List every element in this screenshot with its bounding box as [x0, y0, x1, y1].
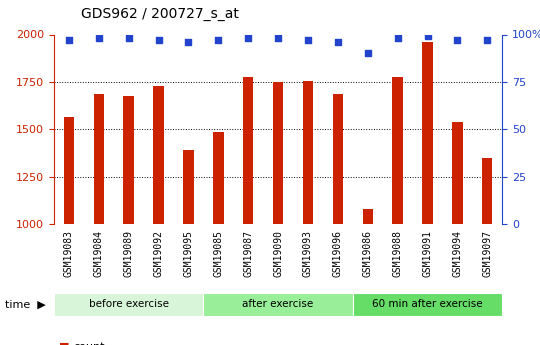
Text: before exercise: before exercise	[89, 299, 168, 309]
Point	[334, 39, 342, 45]
Text: GSM19097: GSM19097	[482, 230, 492, 277]
Text: GSM19084: GSM19084	[94, 230, 104, 277]
Text: after exercise: after exercise	[242, 299, 314, 309]
Point	[94, 36, 103, 41]
Bar	[452, 122, 463, 224]
Point	[184, 39, 193, 45]
Text: GSM19096: GSM19096	[333, 230, 343, 277]
Text: GSM19094: GSM19094	[453, 230, 462, 277]
Text: GSM19089: GSM19089	[124, 230, 134, 277]
Point	[453, 37, 462, 43]
Point	[393, 36, 402, 41]
Text: GSM19083: GSM19083	[64, 230, 74, 277]
Text: GSM19091: GSM19091	[422, 230, 433, 277]
Point	[303, 37, 312, 43]
Text: 60 min after exercise: 60 min after exercise	[372, 299, 483, 309]
Bar	[303, 81, 313, 224]
Point	[124, 36, 133, 41]
Text: count: count	[73, 342, 104, 345]
Text: GSM19085: GSM19085	[213, 230, 224, 277]
Point	[65, 37, 73, 43]
Point	[274, 36, 282, 41]
Text: GDS962 / 200727_s_at: GDS962 / 200727_s_at	[81, 7, 239, 21]
Bar	[213, 132, 224, 224]
Bar	[183, 150, 194, 224]
Text: GSM19086: GSM19086	[363, 230, 373, 277]
Point	[154, 37, 163, 43]
Bar	[362, 209, 373, 224]
Bar	[64, 117, 74, 224]
Text: GSM19092: GSM19092	[153, 230, 164, 277]
Bar	[273, 82, 284, 224]
Point	[214, 37, 222, 43]
Text: GSM19088: GSM19088	[393, 230, 403, 277]
Bar	[153, 86, 164, 224]
Text: GSM19093: GSM19093	[303, 230, 313, 277]
Text: GSM19090: GSM19090	[273, 230, 283, 277]
Text: time  ▶: time ▶	[5, 299, 46, 309]
Bar	[93, 94, 104, 224]
Bar	[124, 96, 134, 224]
Bar	[243, 77, 253, 224]
Bar	[422, 42, 433, 224]
Text: ■: ■	[59, 342, 70, 345]
Bar	[333, 94, 343, 224]
Point	[244, 36, 253, 41]
Point	[423, 34, 432, 39]
Bar	[54, 293, 204, 316]
Point	[483, 37, 491, 43]
Bar	[204, 293, 353, 316]
Point	[363, 51, 372, 56]
Bar	[393, 77, 403, 224]
Text: GSM19095: GSM19095	[184, 230, 193, 277]
Bar	[482, 158, 492, 224]
Bar	[353, 293, 502, 316]
Text: GSM19087: GSM19087	[243, 230, 253, 277]
